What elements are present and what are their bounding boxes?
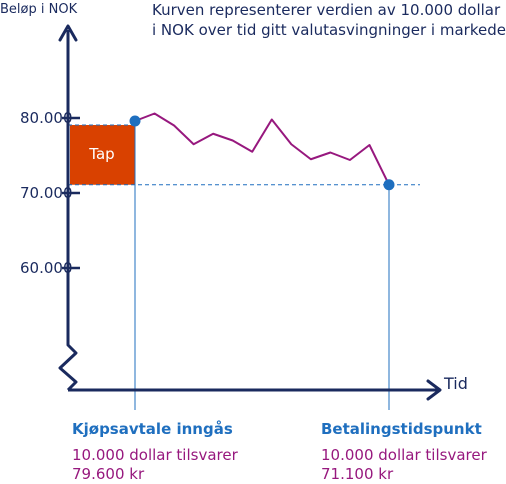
description-line-2: i NOK over tid gitt valutasvingninger i … <box>152 21 506 39</box>
y-tick-label-60000: 60.000 <box>20 259 73 277</box>
event-title-purchase: Kjøpsavtale inngås <box>72 420 233 438</box>
x-axis-arrow <box>426 379 442 401</box>
loss-rect <box>70 125 135 185</box>
event-desc-payment-line-2: 71.100 kr <box>321 465 394 483</box>
loss-label: Tap <box>89 145 115 163</box>
y-tick-label-80000: 80.000 <box>20 109 73 127</box>
marker-payment <box>383 179 395 191</box>
event-desc-purchase-line-2: 79.600 kr <box>72 465 145 483</box>
event-desc-payment: 10.000 dollar tilsvarer 71.100 kr <box>321 446 487 484</box>
y-axis-arrow <box>58 24 78 42</box>
x-axis-label: Tid <box>444 374 468 393</box>
marker-purchase <box>129 115 141 127</box>
event-desc-payment-line-1: 10.000 dollar tilsvarer <box>321 446 487 464</box>
y-axis <box>58 30 78 392</box>
description-line-1: Kurven representerer verdien av 10.000 d… <box>152 1 501 19</box>
event-title-payment: Betalingstidspunkt <box>321 420 482 438</box>
event-desc-purchase-line-1: 10.000 dollar tilsvarer <box>72 446 238 464</box>
event-desc-purchase: 10.000 dollar tilsvarer 79.600 kr <box>72 446 238 484</box>
series-line <box>134 112 390 186</box>
chart-description: Kurven representerer verdien av 10.000 d… <box>152 0 506 40</box>
y-tick-label-70000: 70.000 <box>20 184 73 202</box>
y-axis-label: Beløp i NOK <box>0 2 78 17</box>
